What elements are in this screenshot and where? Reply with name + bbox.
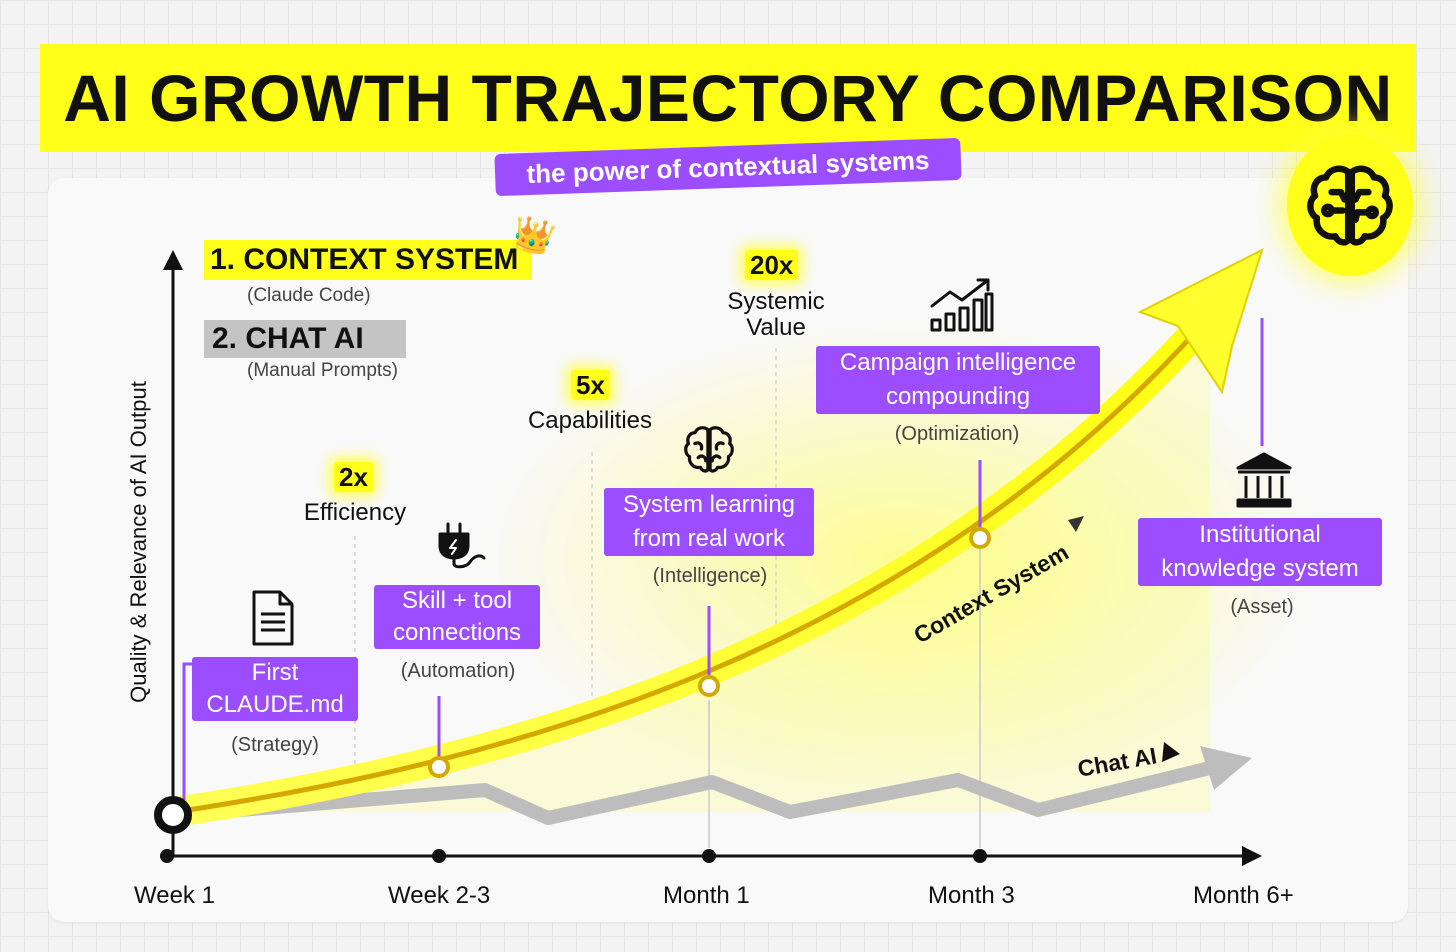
legend-context-system: 1. CONTEXT SYSTEM — [204, 240, 533, 280]
context-system-arrowhead — [1137, 248, 1264, 395]
page-title: AI GROWTH TRAJECTORY COMPARISON — [63, 61, 1393, 135]
milestone-point — [698, 675, 720, 697]
curve-area-glow — [175, 310, 1210, 812]
milestone-tag: First CLAUDE.md — [192, 657, 358, 721]
context-system-line — [172, 307, 1218, 815]
milestone-tag: System learning from real work — [604, 488, 814, 556]
milestone-tag: Skill + tool connections — [374, 585, 540, 649]
chat-ai-arrowhead — [1200, 746, 1252, 790]
legend-context-sub: (Claude Code) — [247, 285, 371, 306]
milestone-category: (Optimization) — [894, 423, 1020, 445]
brain-icon — [1307, 165, 1393, 246]
milestone-category: (Intelligence) — [652, 565, 768, 587]
x-tick-label: Week 1 — [134, 882, 215, 909]
document-icon — [250, 590, 296, 651]
institution-icon — [1234, 452, 1294, 513]
x-tick-label: Month 3 — [928, 882, 1015, 909]
y-axis-label: Quality & Relevance of AI Output — [126, 381, 151, 703]
plug-icon — [436, 522, 488, 575]
chat-ai-line — [177, 761, 1212, 825]
multiplier-value: 2x — [334, 462, 373, 492]
legend-chat-ai: 2. CHAT AI — [204, 320, 406, 358]
milestone-tag: Institutional knowledge system — [1138, 518, 1382, 586]
milestone-category: (Strategy) — [231, 734, 319, 756]
x-tick-dot — [973, 849, 987, 863]
x-tick-label: Month 6+ — [1193, 882, 1294, 909]
x-axis-arrow — [1242, 846, 1262, 866]
title-banner: AI GROWTH TRAJECTORY COMPARISON — [40, 44, 1416, 152]
multiplier-label: Capabilities — [527, 407, 653, 434]
legend-chat-sub: (Manual Prompts) — [247, 360, 398, 381]
multiplier-label: Efficiency — [303, 499, 407, 526]
origin-point — [154, 796, 192, 834]
x-tick-label: Week 2-3 — [388, 882, 491, 909]
x-tick-label: Month 1 — [663, 882, 750, 909]
milestone-category: (Automation) — [400, 660, 516, 682]
milestone-point — [428, 756, 450, 778]
chat-ai-label-arrow — [1162, 742, 1180, 762]
context-label-arrow — [1068, 516, 1084, 532]
chart-growth-icon — [928, 274, 996, 339]
brain-icon — [680, 422, 738, 481]
multiplier-value: 20x — [745, 250, 799, 280]
x-tick-dot — [432, 849, 446, 863]
milestone-tag: Campaign intelligence compounding — [816, 346, 1100, 414]
multiplier-label: Systemic Value — [727, 288, 825, 341]
y-axis-arrow — [163, 250, 183, 270]
multiplier-value: 5x — [571, 370, 610, 400]
milestone-category: (Asset) — [1230, 596, 1294, 618]
milestone-point — [969, 527, 991, 549]
x-tick-dot — [160, 849, 174, 863]
brain-badge — [1287, 134, 1413, 276]
x-tick-dot — [702, 849, 716, 863]
